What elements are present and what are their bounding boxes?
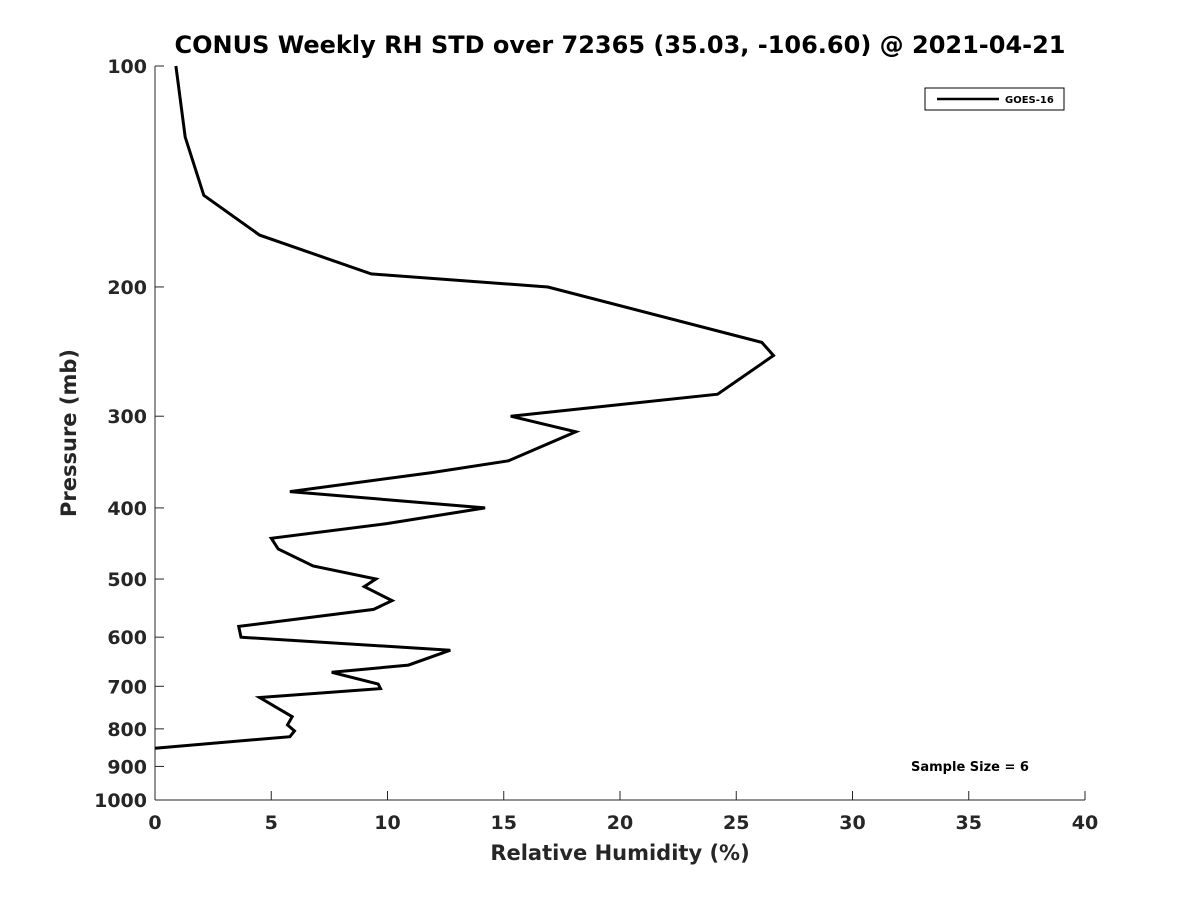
plot-area: 0 5 10 15 20 25 30 35 40 100 200 300 400 500 600 700 80…	[94, 56, 1098, 834]
y-tick-label: 600	[107, 627, 147, 649]
y-ticks: 100 200 300 400 500 600 700 800 900 1000	[94, 56, 164, 812]
y-tick-label: 300	[107, 406, 147, 428]
x-tick-label: 15	[491, 812, 517, 834]
y-tick-label: 100	[107, 56, 147, 78]
sample-size-annotation: Sample Size = 6	[911, 760, 1029, 775]
series-line-goes-16	[154, 65, 776, 750]
x-tick-label: 20	[607, 812, 633, 834]
y-tick-label: 400	[107, 498, 147, 520]
x-tick-label: 10	[374, 812, 400, 834]
y-tick-label: 900	[107, 756, 147, 778]
x-tick-label: 0	[148, 812, 161, 834]
series-group	[154, 65, 776, 750]
y-tick-label: 700	[107, 676, 147, 698]
x-tick-label: 5	[265, 812, 278, 834]
x-tick-label: 35	[956, 812, 982, 834]
x-ticks: 0 5 10 15 20 25 30 35 40	[148, 791, 1098, 834]
x-tick-label: 40	[1072, 812, 1098, 834]
y-tick-label: 500	[107, 569, 147, 591]
x-tick-label: 25	[723, 812, 749, 834]
legend-label-goes-16: GOES-16	[1005, 95, 1054, 106]
y-axis-label: Pressure (mb)	[57, 349, 81, 517]
chart-title: CONUS Weekly RH STD over 72365 (35.03, -…	[174, 31, 1065, 59]
y-tick-label: 200	[107, 277, 147, 299]
x-axis-label: Relative Humidity (%)	[490, 841, 749, 865]
x-tick-label: 30	[839, 812, 865, 834]
legend: GOES-16	[924, 87, 1065, 111]
y-tick-label: 1000	[94, 790, 147, 812]
y-tick-label: 800	[107, 719, 147, 741]
